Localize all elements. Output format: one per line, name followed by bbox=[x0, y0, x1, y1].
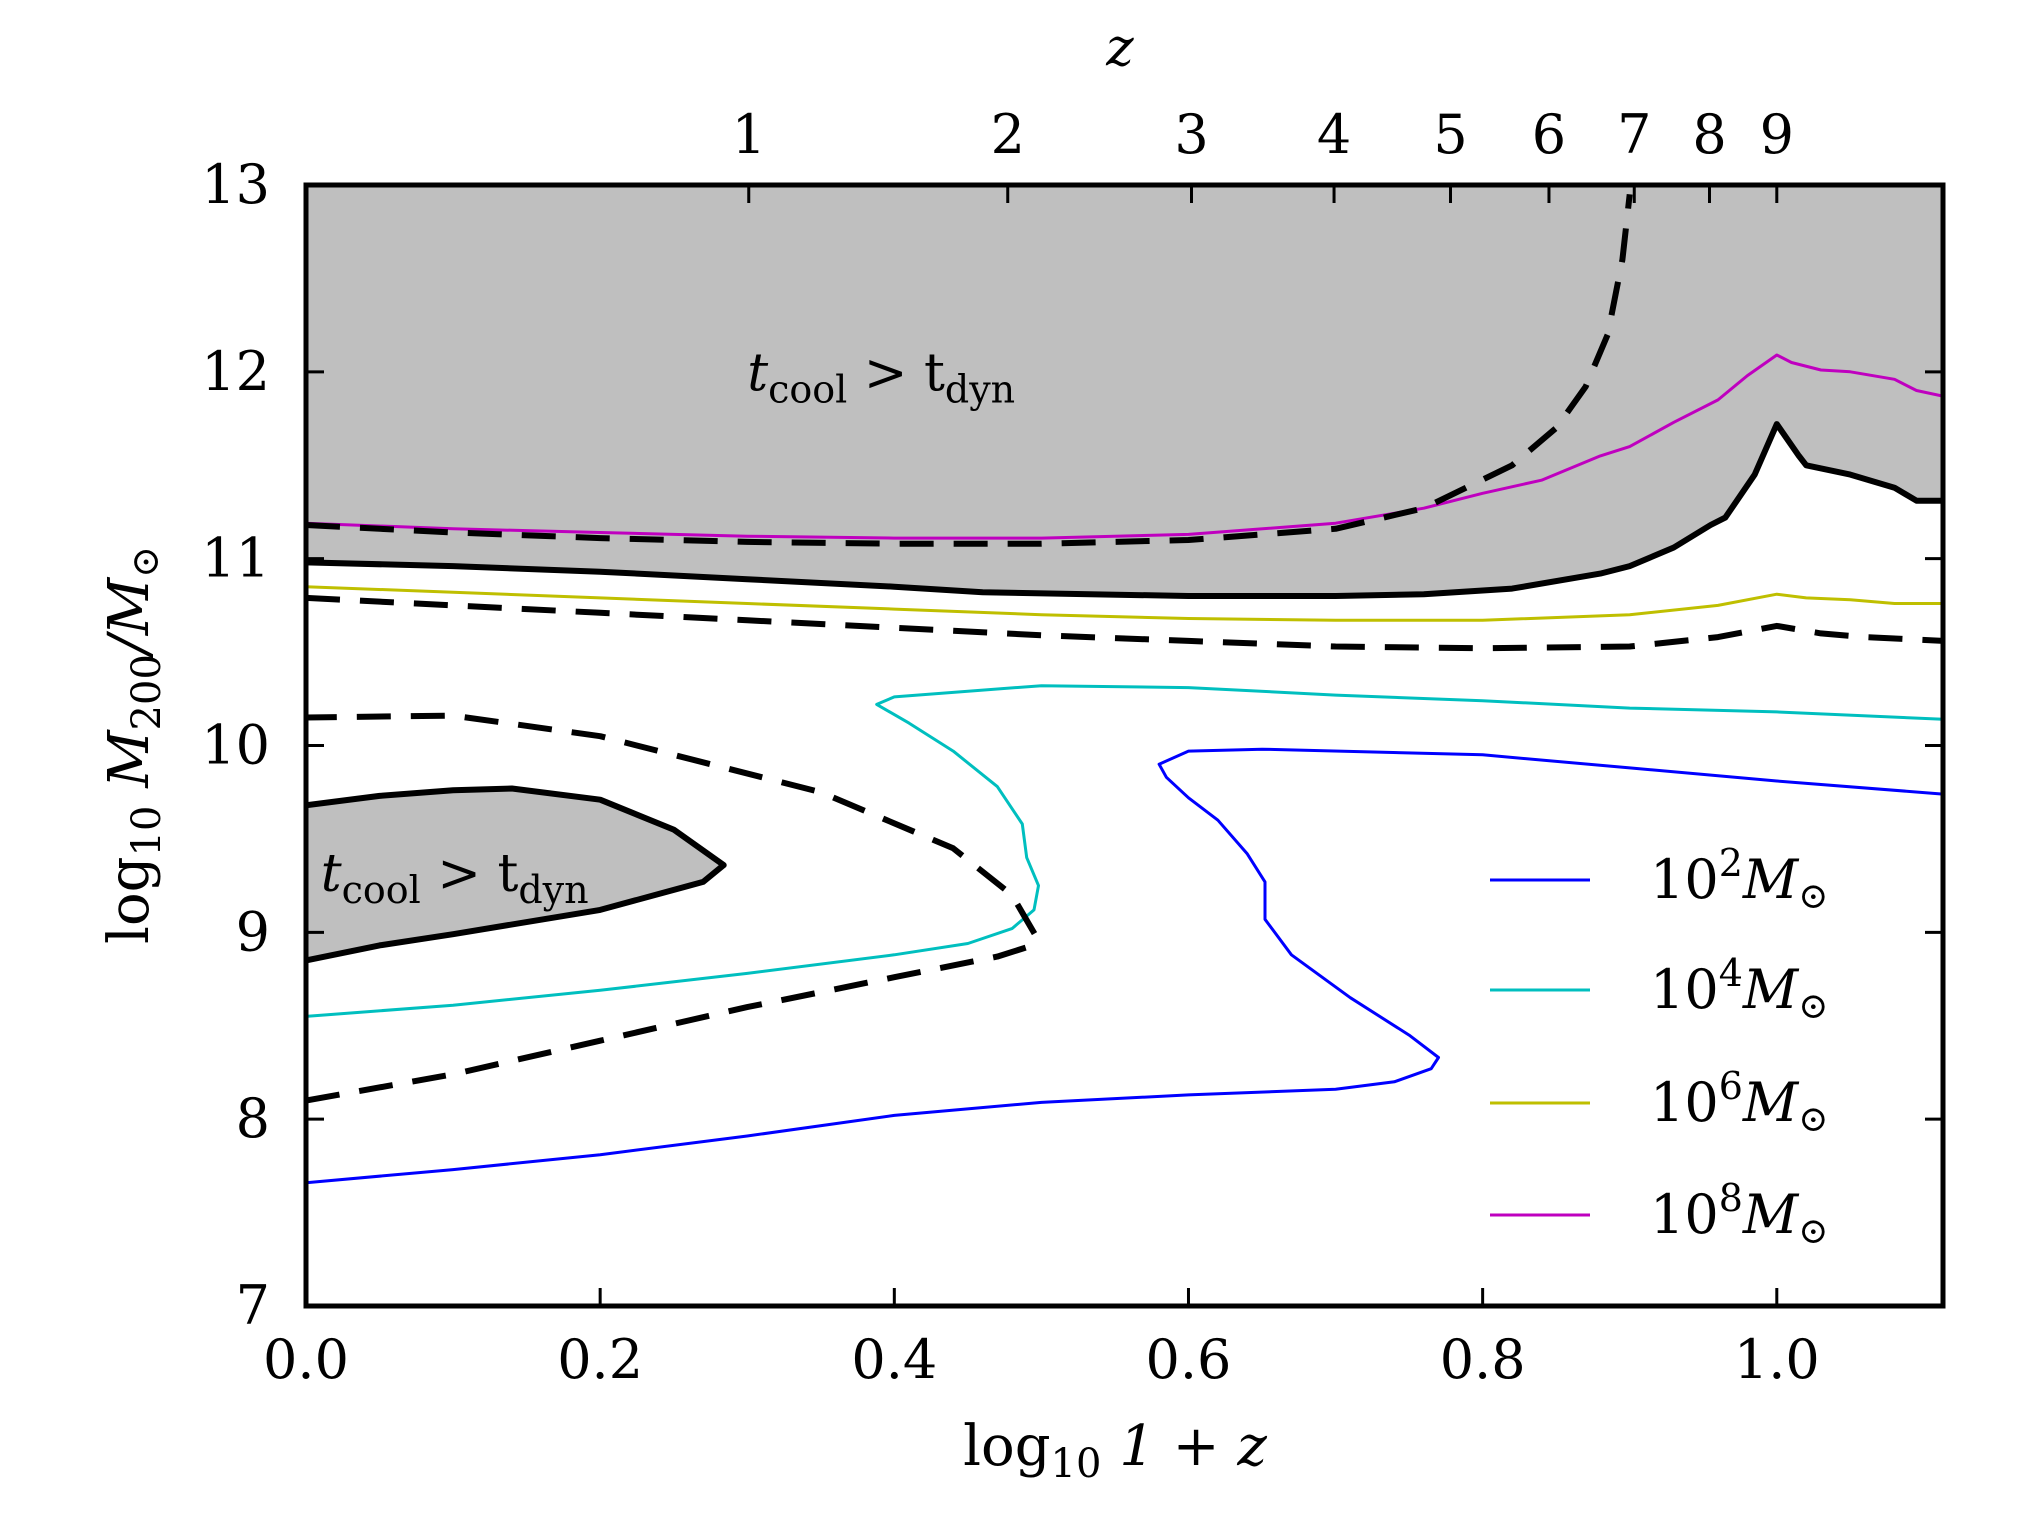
series-10-4-msun bbox=[306, 684, 1943, 1018]
legend-label: 106M⊙ bbox=[1650, 1064, 1828, 1140]
y-axis-label: log10 M200/M⊙ bbox=[97, 546, 170, 944]
x-tick-label: 0.0 bbox=[263, 1328, 349, 1391]
series-boundary-upper-solid bbox=[306, 421, 1943, 599]
series-10-8-msun bbox=[306, 353, 1943, 540]
y-tick-label: 8 bbox=[236, 1087, 270, 1150]
z-tick-label: 9 bbox=[1760, 103, 1794, 166]
y-tick-label: 12 bbox=[201, 340, 270, 403]
legend-label: 102M⊙ bbox=[1650, 841, 1828, 917]
z-tick-label: 1 bbox=[732, 103, 766, 166]
legend-label: 104M⊙ bbox=[1650, 951, 1828, 1027]
z-tick-label: 7 bbox=[1617, 103, 1651, 166]
legend: 102M⊙ 104M⊙ 106M⊙ 108M⊙ bbox=[1490, 841, 1828, 1252]
x-tick-label: 0.4 bbox=[851, 1328, 937, 1391]
series-dashed-upper bbox=[306, 193, 1633, 547]
top-axis-label: z bbox=[1105, 18, 1134, 78]
x-tick-label: 0.8 bbox=[1440, 1328, 1526, 1391]
shaded-regions bbox=[306, 185, 1943, 961]
y-tick-label: 10 bbox=[201, 714, 270, 777]
x-tick-label: 1.0 bbox=[1734, 1328, 1820, 1391]
y-tick-label: 7 bbox=[236, 1274, 270, 1337]
series-dashed-lower bbox=[306, 712, 1040, 1104]
series-10-6-msun bbox=[306, 585, 1943, 622]
z-tick-label: 2 bbox=[991, 103, 1025, 166]
z-tick-label: 5 bbox=[1433, 103, 1467, 166]
z-tick-label: 3 bbox=[1174, 103, 1208, 166]
annotation-upper: tcool > tdyn bbox=[747, 344, 1015, 412]
x-axis-label: log10 1 + z bbox=[963, 1414, 1267, 1487]
x-tick-label: 0.2 bbox=[557, 1328, 643, 1391]
z-tick-label: 6 bbox=[1532, 103, 1566, 166]
y-tick-label: 9 bbox=[236, 900, 270, 963]
series-10-2-msun bbox=[306, 747, 1943, 1185]
contour-lines bbox=[306, 193, 1943, 1185]
series-boundary-lower-solid bbox=[306, 785, 727, 964]
z-tick-label: 4 bbox=[1317, 103, 1351, 166]
upper-region bbox=[306, 185, 1943, 596]
lower-region bbox=[306, 788, 724, 961]
y-tick-label: 13 bbox=[201, 153, 270, 216]
x-tick-label: 0.6 bbox=[1146, 1328, 1232, 1391]
y-tick-label: 11 bbox=[201, 527, 270, 590]
legend-label: 108M⊙ bbox=[1650, 1176, 1828, 1252]
z-tick-label: 8 bbox=[1692, 103, 1726, 166]
annotations: tcool > tdyn tcool > tdyn bbox=[321, 344, 1015, 913]
annotation-lower: tcool > tdyn bbox=[321, 844, 589, 912]
series-dashed-middle bbox=[306, 594, 1943, 652]
